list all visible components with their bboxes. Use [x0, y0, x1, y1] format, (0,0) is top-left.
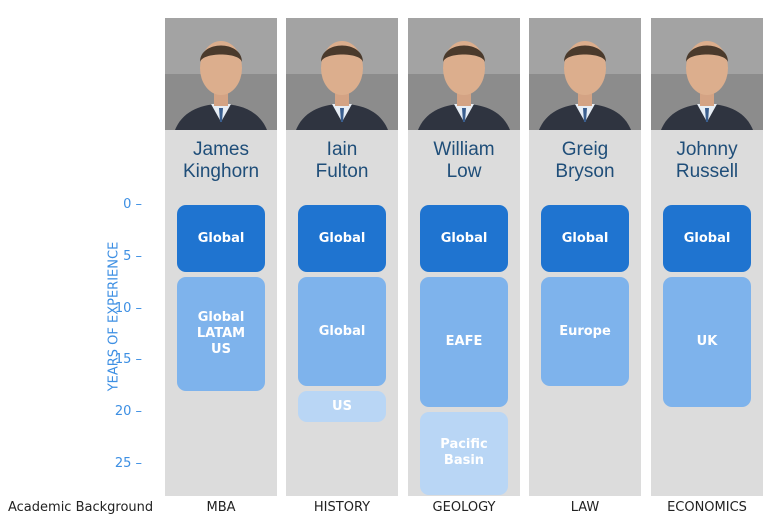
- last-name: Kinghorn: [182, 161, 260, 182]
- manager-column: Greig Bryson Global Europe: [529, 18, 641, 496]
- portrait-photo: [286, 18, 398, 130]
- academic-degree: MBA: [206, 500, 236, 515]
- manager-name: Iain Fulton: [286, 139, 398, 183]
- manager-column: Johnny Russell Global UK: [651, 18, 763, 496]
- academic-degree: HISTORY: [313, 500, 371, 515]
- first-name: William: [433, 139, 495, 160]
- experience-block: Pacific Basin: [420, 412, 508, 495]
- experience-block: Global LATAM US: [177, 277, 265, 392]
- academic-degree: ECONOMICS: [667, 500, 747, 515]
- academic-degree: GEOLOGY: [432, 500, 496, 515]
- experience-block: Global: [298, 205, 386, 273]
- last-name: Bryson: [555, 161, 615, 182]
- portrait-photo: [408, 18, 520, 130]
- portrait-photo: [651, 18, 763, 130]
- y-axis-title: YEARS OF EXPERIENCE: [106, 241, 122, 392]
- experience-block: Global: [298, 277, 386, 387]
- academic-degree: LAW: [570, 500, 600, 515]
- last-name: Low: [446, 161, 482, 182]
- experience-block: EAFE: [420, 277, 508, 407]
- manager-column: Iain Fulton Global Global US: [286, 18, 398, 496]
- last-name: Fulton: [315, 161, 369, 182]
- first-name: Greig: [561, 139, 609, 160]
- first-name: Johnny: [676, 139, 738, 160]
- experience-block: US: [298, 391, 386, 423]
- manager-name: James Kinghorn: [165, 139, 277, 183]
- manager-name: William Low: [408, 139, 520, 183]
- manager-name: Johnny Russell: [651, 139, 763, 183]
- portrait-photo: [529, 18, 641, 130]
- y-tick-label: 10 –: [114, 300, 142, 316]
- academic-background-label: Academic Background: [8, 500, 154, 515]
- y-tick-label: 15 –: [114, 352, 142, 368]
- experience-block: Europe: [541, 277, 629, 387]
- experience-block: Global: [663, 205, 751, 273]
- experience-block: UK: [663, 277, 751, 407]
- portrait-photo: [165, 18, 277, 130]
- manager-column: William Low Global EAFE Pacific Basin: [408, 18, 520, 496]
- manager-column: James Kinghorn Global Global LATAM US: [165, 18, 277, 496]
- y-tick-label: 25 –: [114, 455, 142, 471]
- experience-block: Global: [420, 205, 508, 273]
- last-name: Russell: [675, 161, 739, 182]
- first-name: Iain: [326, 139, 358, 160]
- y-tick-label: 0 –: [123, 197, 142, 212]
- manager-name: Greig Bryson: [529, 139, 641, 183]
- experience-block: Global: [177, 205, 265, 273]
- y-tick-label: 5 –: [123, 248, 142, 264]
- first-name: James: [193, 139, 249, 160]
- y-tick-label: 20 –: [114, 404, 142, 419]
- experience-block: Global: [541, 205, 629, 273]
